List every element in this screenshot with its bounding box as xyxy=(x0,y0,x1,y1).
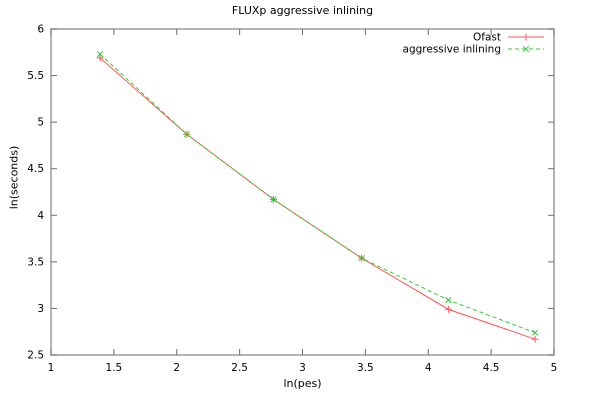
y-axis-label: ln(seconds) xyxy=(7,145,21,210)
x-tick-label: 5 xyxy=(551,362,558,374)
series-marker-1 xyxy=(358,254,365,262)
x-tick-label: 2 xyxy=(173,362,180,374)
x-tick-label: 3 xyxy=(299,362,306,374)
x-tick-label: 1.5 xyxy=(106,362,123,374)
x-tick-label: 4.5 xyxy=(483,362,500,374)
y-tick-label: 3 xyxy=(37,303,44,315)
x-tick-label: 3.5 xyxy=(357,362,374,374)
y-tick-label: 2.5 xyxy=(27,350,44,362)
y-tick-label: 4 xyxy=(37,210,44,222)
y-tick-label: 5.5 xyxy=(27,70,44,82)
series-marker-1 xyxy=(270,196,277,203)
x-tick-label: 4 xyxy=(425,362,432,374)
y-tick-label: 6 xyxy=(37,24,44,36)
series-marker-1 xyxy=(96,50,104,58)
legend-sample-marker xyxy=(522,45,530,53)
series-marker-1 xyxy=(183,131,190,138)
x-axis-label: ln(pes) xyxy=(283,377,322,390)
series-line-1 xyxy=(99,53,536,334)
y-tick-label: 3.5 xyxy=(27,256,44,268)
y-tick-label: 5 xyxy=(37,117,44,129)
series-line-0 xyxy=(99,57,536,340)
x-tick-label: 1 xyxy=(48,362,55,374)
y-tick-label: 4.5 xyxy=(27,163,44,175)
series-marker-1 xyxy=(531,329,539,336)
legend-label: aggressive inlining xyxy=(403,44,501,56)
series-marker-1 xyxy=(445,296,452,304)
chart-title: FLUXp aggressive inlining xyxy=(231,4,374,17)
legend-label: Ofast xyxy=(473,32,501,44)
x-tick-label: 2.5 xyxy=(231,362,248,374)
